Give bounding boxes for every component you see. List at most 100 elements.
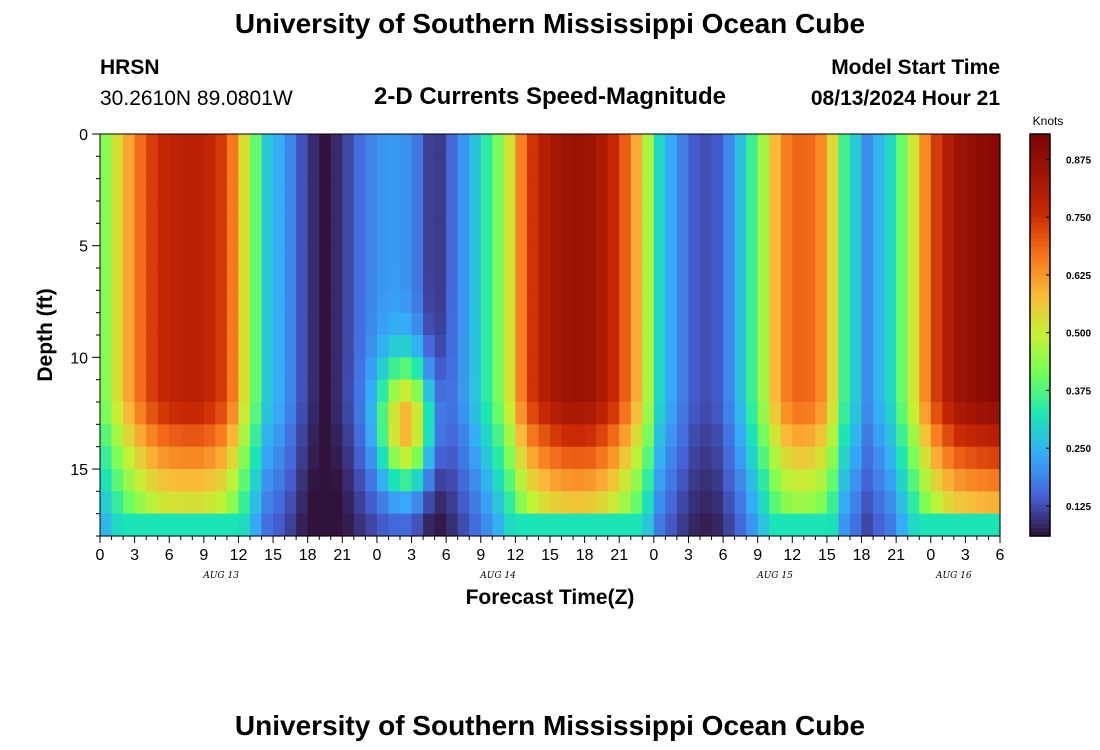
heatmap-cell <box>803 379 816 403</box>
heatmap-cell <box>838 290 851 314</box>
heatmap-cell <box>365 290 378 314</box>
heatmap-cell <box>988 245 1001 269</box>
heatmap-cell <box>319 134 332 157</box>
heatmap-cell <box>550 312 563 336</box>
heatmap-cell <box>953 335 966 358</box>
heatmap-cell <box>480 513 493 537</box>
heatmap-cell <box>503 379 516 403</box>
heatmap-cell <box>907 134 920 157</box>
heatmap-cell <box>469 223 482 247</box>
heatmap-cell <box>653 424 666 448</box>
heatmap-cell <box>803 513 816 537</box>
colorbar-swatch <box>1030 351 1050 356</box>
heatmap-cell <box>976 402 990 425</box>
heatmap-cell <box>861 156 874 180</box>
heatmap-cell <box>942 491 955 515</box>
heatmap-cell <box>734 290 747 314</box>
heatmap-cell <box>723 513 736 537</box>
heatmap-cell <box>630 290 643 314</box>
heatmap-cell <box>457 156 470 180</box>
heatmap-cell <box>919 245 932 269</box>
heatmap-cell <box>146 469 159 492</box>
heatmap-cell <box>711 156 724 180</box>
heatmap-cell <box>803 357 816 381</box>
heatmap-cell <box>976 424 990 448</box>
heatmap-cell <box>238 402 251 425</box>
heatmap-cell <box>700 268 713 291</box>
heatmap-cell <box>480 469 493 492</box>
heatmap-cell <box>780 312 793 336</box>
heatmap-cell <box>907 245 920 269</box>
heatmap-cell <box>100 134 113 157</box>
heatmap-cell <box>284 357 297 381</box>
heatmap-cell <box>215 469 228 492</box>
heatmap-cell <box>873 268 886 291</box>
heatmap-cell <box>296 335 309 358</box>
heatmap-cell <box>111 402 124 425</box>
heatmap-cell <box>780 134 793 157</box>
heatmap-cell <box>203 491 216 515</box>
colorbar-swatch <box>1030 435 1050 441</box>
x-tick-label: 6 <box>719 547 728 564</box>
heatmap-cell <box>330 312 343 336</box>
heatmap-cell <box>123 357 136 381</box>
heatmap-cell <box>746 223 759 247</box>
colorbar-swatch <box>1030 282 1050 288</box>
colorbar-swatch <box>1030 234 1050 240</box>
heatmap-cell <box>596 424 609 448</box>
heatmap-cell <box>146 491 159 515</box>
heatmap-cell <box>976 223 990 247</box>
heatmap-cell <box>550 357 563 381</box>
heatmap-cell <box>815 357 828 381</box>
heatmap-cell <box>607 469 620 492</box>
heatmap-cell <box>376 469 390 492</box>
heatmap-cell <box>792 312 805 336</box>
heatmap-cell <box>469 245 482 269</box>
colorbar-swatch <box>1030 483 1050 489</box>
heatmap-cell <box>653 446 666 470</box>
heatmap-cell <box>550 245 563 269</box>
heatmap-cell <box>515 312 528 336</box>
heatmap-cell <box>723 268 736 291</box>
heatmap-cell <box>550 178 563 202</box>
heatmap-cell <box>676 491 690 515</box>
heatmap-cell <box>123 290 136 314</box>
heatmap-cell <box>584 178 597 202</box>
station-coords: 30.2610N 89.0801W <box>100 87 293 110</box>
heatmap-cell <box>630 424 643 448</box>
heatmap-cell <box>146 223 159 247</box>
heatmap-cell <box>180 402 193 425</box>
heatmap-cell <box>307 201 320 224</box>
heatmap-cell <box>757 402 770 425</box>
heatmap-cell <box>238 156 251 180</box>
heatmap-cell <box>215 424 228 448</box>
heatmap-cell <box>203 446 216 470</box>
heatmap-cell <box>942 335 955 358</box>
heatmap-cell <box>688 134 701 157</box>
heatmap-cell <box>953 178 966 202</box>
heatmap-cell <box>250 156 263 180</box>
heatmap-cell <box>365 134 378 157</box>
heatmap-cell <box>850 245 863 269</box>
heatmap-cell <box>884 335 897 358</box>
heatmap-cell <box>353 245 366 269</box>
heatmap-cell <box>515 469 528 492</box>
colorbar-swatch <box>1030 170 1050 175</box>
heatmap-cell <box>838 513 851 537</box>
heatmap-cell <box>492 513 505 537</box>
heatmap-cell <box>376 357 390 381</box>
heatmap-cell <box>769 312 782 336</box>
heatmap-cell <box>319 178 332 202</box>
heatmap-cell <box>261 424 274 448</box>
heatmap-cell <box>826 134 840 157</box>
heatmap-cell <box>723 357 736 381</box>
heatmap-cell <box>411 223 424 247</box>
heatmap-cell <box>111 357 124 381</box>
heatmap-cell <box>503 402 516 425</box>
x-tick-label: 3 <box>961 547 970 564</box>
heatmap-cell <box>376 335 390 358</box>
heatmap-cell <box>746 379 759 403</box>
heatmap-cell <box>134 223 147 247</box>
heatmap-cell <box>896 268 909 291</box>
heatmap-cell <box>250 312 263 336</box>
